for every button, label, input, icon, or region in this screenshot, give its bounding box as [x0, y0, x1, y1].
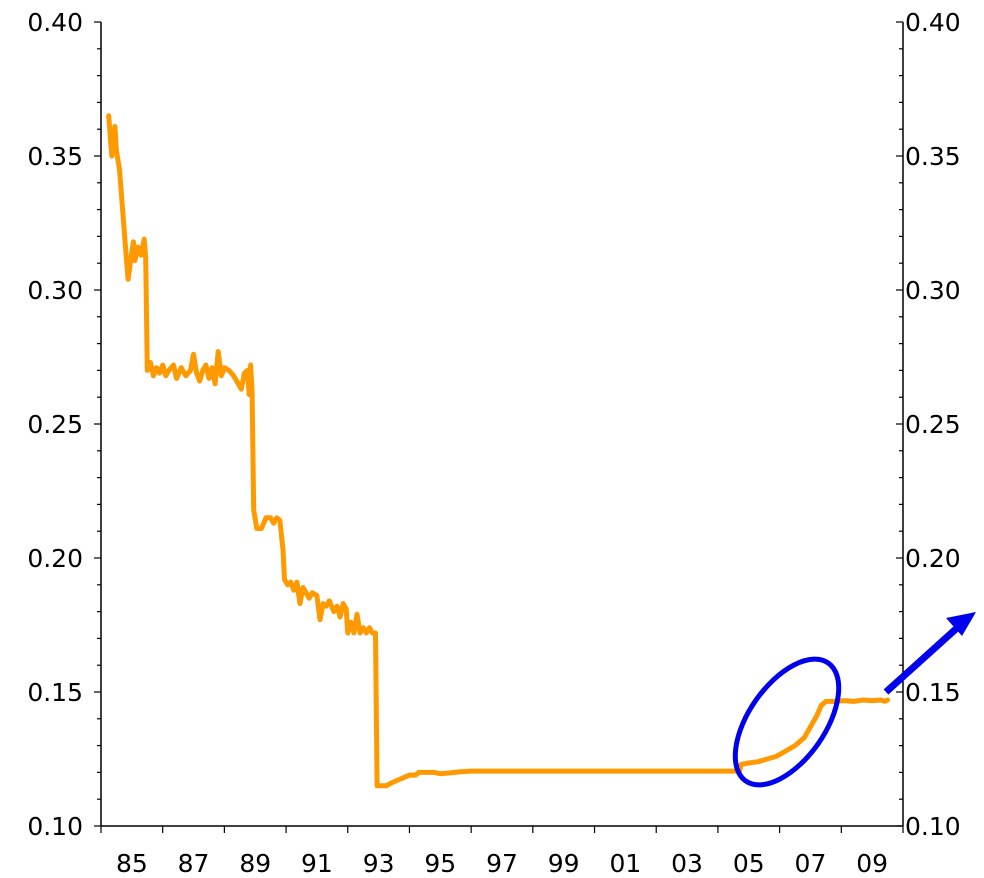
y-tick-label-left: 0.10: [27, 812, 83, 841]
x-tick-label: 99: [548, 849, 580, 878]
y-tick-label-right: 0.30: [905, 276, 961, 305]
y-tick-label-left: 0.15: [27, 678, 83, 707]
x-axis: 85 87 89 91 93 95 97 99 01 03 05 07 09: [100, 825, 904, 878]
left-y-axis: 0.10 0.15 0.20 0.25 0.30 0.35 0.40: [27, 8, 102, 841]
y-tick-label-right: 0.35: [905, 142, 961, 171]
y-tick-label-left: 0.40: [27, 8, 83, 37]
y-tick-label-right: 0.40: [905, 8, 961, 37]
x-tick-label: 93: [363, 849, 395, 878]
arrow-shaft: [883, 625, 960, 695]
x-tick-label: 95: [424, 849, 456, 878]
highlight-ellipse: [732, 656, 842, 788]
x-tick-label: 01: [609, 849, 641, 878]
x-tick-label: 03: [671, 849, 703, 878]
series-line: [106, 113, 891, 789]
x-tick-label: 87: [178, 849, 210, 878]
arrow-head: [946, 612, 976, 636]
annotation-group: [732, 612, 976, 788]
y-tick-label-left: 0.30: [27, 276, 83, 305]
y-tick-label-right: 0.10: [905, 812, 961, 841]
series-group: [106, 113, 891, 789]
y-tick-label-right: 0.15: [905, 678, 961, 707]
x-tick-label: 89: [239, 849, 271, 878]
x-tick-label: 85: [116, 849, 148, 878]
y-tick-label-right: 0.20: [905, 544, 961, 573]
y-tick-label-left: 0.25: [27, 410, 83, 439]
x-tick-label: 97: [486, 849, 518, 878]
y-tick-label-left: 0.35: [27, 142, 83, 171]
y-tick-label-left: 0.20: [27, 544, 83, 573]
x-tick-label: 91: [301, 849, 333, 878]
x-tick-label: 07: [795, 849, 827, 878]
y-tick-label-right: 0.25: [905, 410, 961, 439]
x-tick-label: 09: [856, 849, 888, 878]
right-y-axis: 0.10 0.15 0.20 0.25 0.30 0.35 0.40: [896, 8, 961, 841]
x-tick-label: 05: [733, 849, 765, 878]
